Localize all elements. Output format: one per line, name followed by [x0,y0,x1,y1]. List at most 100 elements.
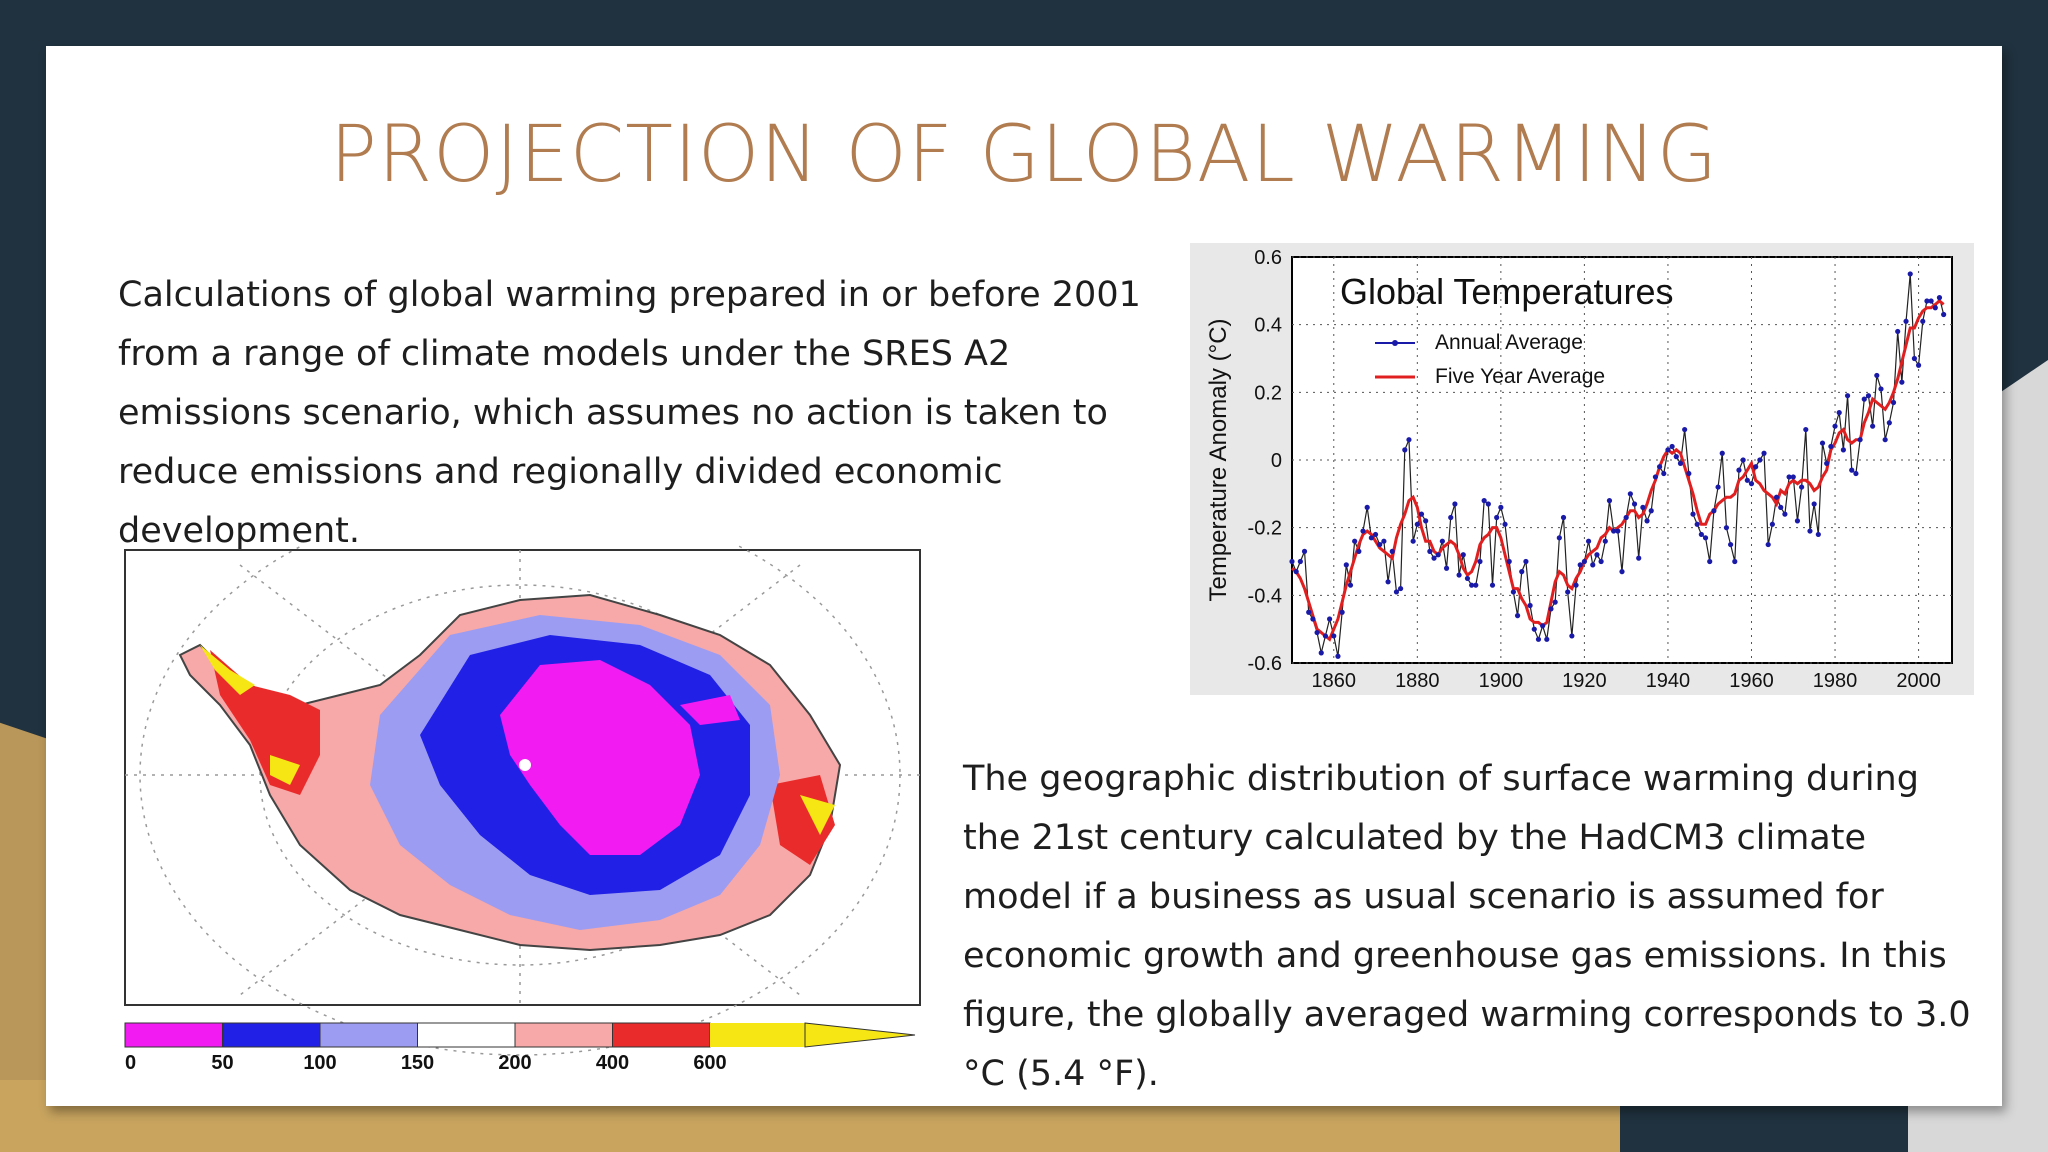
annual-average-point [1402,447,1408,453]
annual-average-point [1723,525,1730,531]
annual-average-point [1314,629,1320,636]
annual-average-point [1836,410,1842,416]
annual-average-point [1865,393,1872,399]
annual-average-point [1531,626,1537,632]
y-tick-label: 0 [1271,450,1282,472]
annual-average-point [1489,582,1496,588]
annual-average-point [1552,599,1558,605]
annual-average-point [1819,440,1826,446]
annual-average-point [1381,538,1387,544]
annual-average-point [1406,437,1412,443]
annual-average-point [1385,579,1391,585]
annual-average-point [1920,318,1926,324]
tick-labels: 1860 1880 1900 1920 1940 1960 1980 2000 0.6 0.4 0.… [1248,247,1941,692]
annual-average-point [1477,558,1483,565]
annual-average-point [1690,511,1696,517]
annual-average-point [1619,569,1625,575]
annual-average-point [1481,498,1487,504]
annual-average-point [1665,447,1671,453]
annual-average-point [1874,372,1880,379]
annual-average-point [1669,443,1675,450]
annual-average-point [1464,575,1471,582]
annual-average-point [1335,653,1341,659]
annual-average-point [1598,558,1604,565]
chart-title: Global Temperatures [1340,271,1674,312]
annual-average-point [1707,558,1713,565]
annual-average-point [1306,609,1312,615]
annual-average-point [1343,562,1349,568]
annual-average-point [1322,633,1329,639]
annual-average-point [1577,562,1583,568]
annual-average-point [1903,318,1909,324]
annual-average-point [1807,528,1813,534]
y-tick-label: -0.2 [1248,518,1282,540]
annual-average-point [1448,514,1454,521]
paragraph-hadcm3: The geographic distribution of surface w… [963,759,1971,1094]
annual-average-point [1941,311,1947,318]
annual-average-point [1548,606,1554,612]
annual-average-point [1782,511,1788,517]
annual-average-point [1719,450,1725,456]
x-tick-label: 2000 [1896,670,1941,692]
annual-average-point [1398,585,1404,592]
annual-average-point [1794,518,1801,524]
colorbar-segment [124,1022,223,1048]
y-tick-label: -0.6 [1248,653,1282,675]
annual-average-point [1452,501,1458,507]
annual-average-point [1615,528,1621,534]
annual-average-point [1623,514,1629,521]
y-axis-label: Temperature Anomaly (°C) [1205,318,1232,601]
annual-average-point [1418,511,1425,517]
annual-average-point [1377,541,1383,548]
legend-annual-label: Annual Average [1435,331,1583,354]
annual-average-point [1740,457,1746,463]
colorbar-segment [612,1022,711,1048]
annual-average-point [1569,633,1575,639]
colorbar-label: 0 [125,1052,136,1074]
annual-average-point [1389,548,1395,554]
annual-average-point [1682,426,1688,433]
five-year-average-line [1291,299,1945,642]
annual-average-point [1318,650,1324,656]
legend-annual-marker [1392,340,1398,346]
annual-average-point [1636,555,1642,561]
annual-average-point [1293,569,1299,575]
grid-lines [1292,256,1952,664]
annual-average-point [1372,531,1379,538]
annual-average-point [1928,298,1934,304]
annual-average-point [1895,328,1901,335]
annual-average-point [1686,470,1692,477]
annual-average-point [1907,271,1913,277]
annual-average-point [1778,504,1784,510]
x-tick-label: 1900 [1479,670,1524,692]
annual-average-point [1677,460,1684,466]
annual-average-point [1732,558,1738,565]
annual-average-point [1886,420,1892,426]
annual-average-point [1656,464,1663,470]
annual-average-point [1439,538,1445,544]
annual-average-point [1882,437,1888,443]
paragraph-climate-models: Calculations of global warming prepared … [118,275,1141,551]
colorbar-label: 100 [303,1052,336,1074]
colorbar-segment [222,1022,321,1048]
series-layer [1289,271,1947,659]
colorbar-label: 50 [211,1052,233,1074]
annual-average-point [1519,569,1525,575]
annual-average-point [1460,552,1466,558]
x-tick-label: 1960 [1729,670,1774,692]
annual-average-point [1857,437,1863,443]
annual-average-point [1393,589,1400,595]
legend-five-year-label: Five Year Average [1435,365,1605,388]
annual-average-point [1498,504,1504,510]
annual-average-point [1414,521,1420,527]
annual-average-point [1736,467,1742,473]
colorbar: 0 50 100 150 200 400 600 [124,1022,810,1074]
annual-average-point [1936,295,1943,301]
annual-average-point [1932,305,1938,311]
annual-average-point [1473,582,1479,588]
annual-average-point [1565,589,1571,595]
y-tick-label: 0.4 [1254,315,1282,337]
annual-average-point [1510,589,1516,595]
annual-average-point [1535,636,1542,642]
annual-average-point [1828,443,1834,450]
